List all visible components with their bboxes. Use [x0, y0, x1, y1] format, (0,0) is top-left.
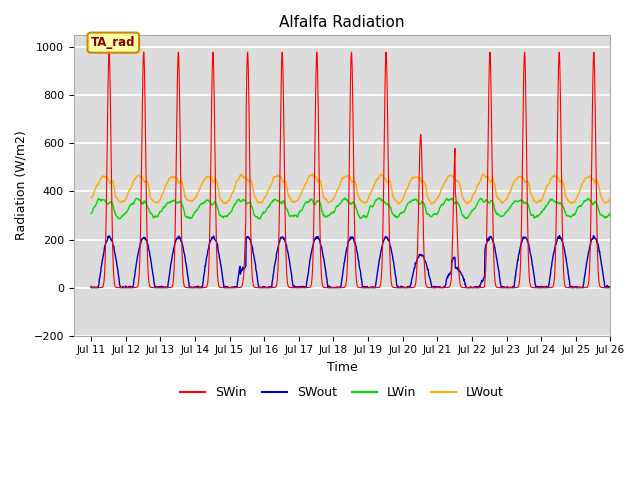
X-axis label: Time: Time — [327, 361, 358, 374]
Text: TA_rad: TA_rad — [91, 36, 136, 49]
Y-axis label: Radiation (W/m2): Radiation (W/m2) — [15, 131, 28, 240]
Legend: SWin, SWout, LWin, LWout: SWin, SWout, LWin, LWout — [175, 382, 509, 405]
Title: Alfalfa Radiation: Alfalfa Radiation — [279, 15, 405, 30]
